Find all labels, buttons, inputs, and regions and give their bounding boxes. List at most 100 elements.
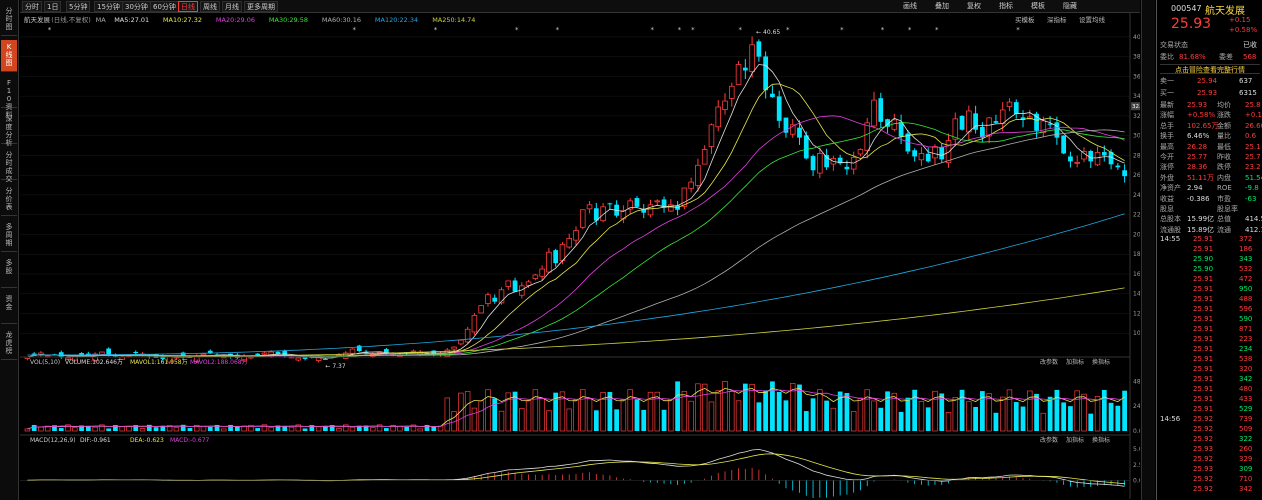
event-marker[interactable]: * xyxy=(434,26,438,34)
sub-tool-1[interactable]: 深指标 xyxy=(1047,15,1067,24)
period-tab-9[interactable]: 更多周期 xyxy=(244,1,278,12)
left-tab-0[interactable]: 分时图 xyxy=(1,4,17,36)
period-tab-4[interactable]: 30分钟 xyxy=(122,1,151,12)
volume-bar xyxy=(1027,390,1033,432)
left-tab-8[interactable]: 资金 xyxy=(1,292,17,324)
event-marker[interactable]: * xyxy=(352,26,356,34)
volume-bar xyxy=(1068,406,1073,431)
candle xyxy=(458,339,464,345)
tick-row-18: 14:56 25.92 739 xyxy=(1160,415,1253,423)
panel-splitter[interactable] xyxy=(1141,0,1155,500)
tick-row-19: 25.92 509 xyxy=(1193,425,1253,433)
period-tab-5[interactable]: 60分钟 xyxy=(150,1,179,12)
stock-name[interactable]: 航天发展 xyxy=(1205,6,1245,17)
macd-tool-0[interactable]: 改参数 xyxy=(1040,436,1058,444)
event-marker[interactable]: * xyxy=(881,26,885,34)
event-marker[interactable]: * xyxy=(48,26,52,34)
event-marker[interactable]: * xyxy=(515,26,519,34)
quote-row-6: 涨停 28.36 跌停 23.2 xyxy=(1160,163,1261,172)
candle xyxy=(1013,102,1019,114)
event-marker[interactable]: * xyxy=(651,26,655,34)
event-marker[interactable]: * xyxy=(691,26,695,34)
left-tab-5[interactable]: 分价表 xyxy=(1,184,17,216)
price-tick: 28.00 xyxy=(1133,152,1140,159)
event-marker[interactable]: * xyxy=(840,26,844,34)
period-tab-1[interactable]: 1日 xyxy=(44,1,62,12)
event-marker[interactable]: * xyxy=(1016,26,1020,34)
period-tab-0[interactable]: 分时 xyxy=(22,1,42,12)
volume-bar xyxy=(410,424,417,432)
event-marker[interactable]: * xyxy=(908,26,912,34)
candle xyxy=(695,164,701,186)
left-tab-7[interactable]: 多股 xyxy=(1,256,17,288)
period-tab-2[interactable]: 5分钟 xyxy=(66,1,91,12)
candle xyxy=(952,118,959,140)
event-marker[interactable]: * xyxy=(786,26,790,34)
volume-bar xyxy=(945,412,952,432)
candle xyxy=(295,357,302,361)
event-marker[interactable]: * xyxy=(935,26,939,34)
open-full-quote-button[interactable]: 点击冒险查看完整行情 xyxy=(1160,64,1260,74)
price-axis: 40.00 38.00 36.00 34.00 32.00 30.00 28.00 26.00… xyxy=(20,34,1140,337)
volume-bar xyxy=(600,392,606,432)
candle xyxy=(99,351,105,355)
tool-5[interactable]: 隐藏 xyxy=(1063,2,1077,10)
volume-bar xyxy=(221,428,227,432)
volume-bar xyxy=(620,399,627,432)
volume-bar xyxy=(329,425,335,431)
sub-tool-0[interactable]: 买模板 xyxy=(1015,15,1035,24)
price-tick: 26.00 xyxy=(1133,172,1140,179)
macd-tool-1[interactable]: 加指标 xyxy=(1066,436,1084,444)
candle xyxy=(945,140,952,164)
period-tab-7[interactable]: 周线 xyxy=(200,1,220,12)
candle xyxy=(207,350,213,353)
period-tab-8[interactable]: 月线 xyxy=(222,1,242,12)
volume-bar xyxy=(810,398,816,431)
left-tab-3[interactable]: 深度分析 xyxy=(1,112,17,147)
ma60-line xyxy=(27,129,1125,358)
tool-0[interactable]: 画线 xyxy=(903,2,917,10)
tool-1[interactable]: 叠加 xyxy=(935,2,949,10)
kline-chart[interactable]: 航天发展 (日线,不复权) MA MA5:27.01 MA10:27.32 MA20:29… xyxy=(20,13,1140,500)
period-tab-3[interactable]: 15分钟 xyxy=(94,1,123,12)
event-marker[interactable]: * xyxy=(556,26,560,34)
candle xyxy=(999,109,1006,125)
volume-bar xyxy=(898,411,904,431)
left-tab-9[interactable]: 龙虎榜 xyxy=(1,328,17,360)
candle xyxy=(701,149,708,165)
price-tick: 16.00 xyxy=(1133,271,1140,278)
event-marker[interactable]: * xyxy=(739,26,743,34)
candle xyxy=(918,153,925,161)
tool-2[interactable]: 复权 xyxy=(967,2,981,10)
candle xyxy=(410,350,417,353)
candle xyxy=(261,352,268,355)
sub-tool-2[interactable]: 设置均线 xyxy=(1079,15,1106,24)
tick-row-20: 25.92 322 xyxy=(1193,435,1253,443)
trade-status: 交易状态 已收 xyxy=(1160,41,1257,49)
candle xyxy=(729,85,735,99)
vol-tool-2[interactable]: 换指标 xyxy=(1092,358,1110,366)
tool-3[interactable]: 指标 xyxy=(999,2,1013,10)
tick-row-3: 25.90 532 xyxy=(1193,265,1253,273)
candle xyxy=(1068,156,1073,162)
volume-bar xyxy=(925,407,931,431)
left-tab-4[interactable]: 分时成交 xyxy=(1,148,17,183)
candle xyxy=(783,117,789,133)
event-marker[interactable]: * xyxy=(678,26,682,34)
mavol2-line xyxy=(27,389,1125,430)
volume-bar xyxy=(857,397,864,432)
tick-row-7: 25.91 596 xyxy=(1193,305,1253,313)
volume-bar xyxy=(999,396,1006,432)
candle xyxy=(1020,117,1026,120)
vol-tool-1[interactable]: 加指标 xyxy=(1066,358,1084,366)
macd-tool-2[interactable]: 换指标 xyxy=(1092,436,1110,444)
vol-tool-0[interactable]: 改参数 xyxy=(1040,358,1058,366)
volume-bar xyxy=(234,426,240,431)
left-tab-6[interactable]: 多周期 xyxy=(1,220,17,252)
period-tab-6[interactable]: 日线 xyxy=(178,1,198,12)
current-price-label: 32.98 xyxy=(1132,104,1140,110)
tool-4[interactable]: 模板 xyxy=(1031,2,1045,10)
volume-bar xyxy=(437,425,444,432)
